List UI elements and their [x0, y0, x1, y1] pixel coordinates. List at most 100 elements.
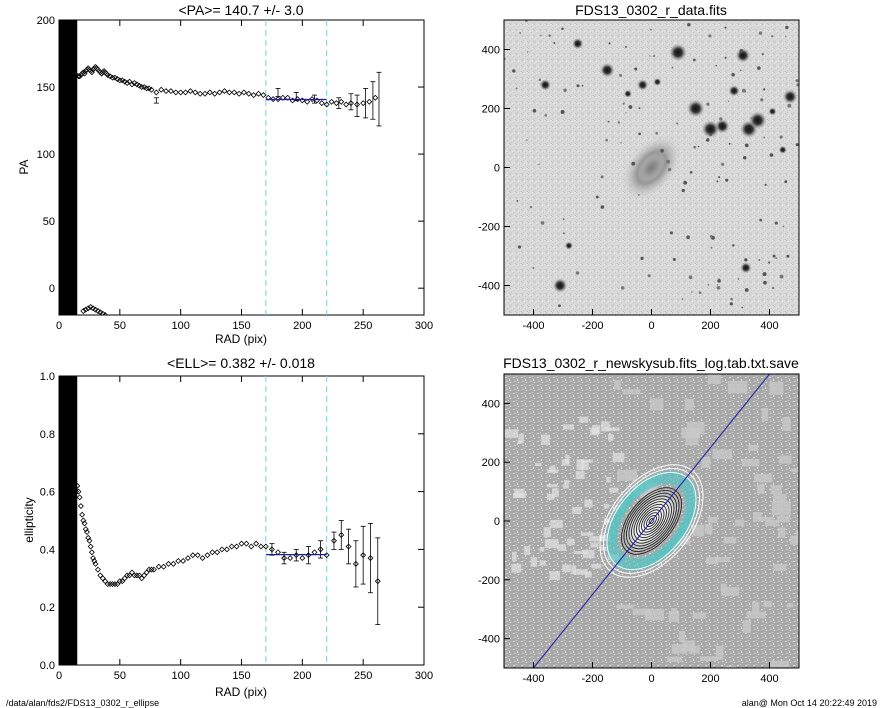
pa-data-point	[148, 86, 155, 93]
ellipticity-y-tick-label: 1.0	[40, 371, 55, 383]
faint-source	[779, 135, 783, 139]
sky-patch	[721, 586, 740, 596]
ellipticity-plot-frame	[58, 375, 425, 666]
faint-source	[728, 142, 731, 145]
pa-data-point	[99, 310, 106, 315]
footer-timestamp: alan@ Mon Oct 14 20:22:49 2019	[741, 698, 877, 708]
pa-y-tick-label: 100	[37, 149, 55, 161]
pa-data-point	[131, 80, 138, 86]
data-image-x-tick-label: 200	[701, 320, 719, 332]
faint-source	[666, 159, 671, 164]
faint-source	[706, 138, 710, 142]
pa-data-point	[163, 88, 170, 95]
ellipticity-data-point	[199, 555, 206, 562]
sky-patch	[524, 546, 530, 556]
faint-source	[519, 32, 521, 34]
faint-source	[515, 87, 518, 90]
bright-source	[768, 107, 777, 116]
bright-source	[572, 38, 584, 50]
sky-patch	[575, 470, 585, 480]
faint-source	[750, 117, 752, 119]
bright-source	[564, 241, 573, 250]
sky-patch	[590, 542, 599, 548]
pa-data-point	[141, 84, 148, 91]
sky-patch	[632, 608, 651, 616]
contour-image-y-tick-label: 400	[482, 398, 500, 410]
pa-x-tick-label: 200	[293, 320, 311, 332]
bright-source	[686, 99, 705, 118]
faint-source	[796, 83, 799, 87]
faint-source	[540, 221, 545, 225]
sky-patch	[606, 476, 611, 483]
sky-patch	[748, 444, 759, 452]
ellipticity-data-point	[82, 526, 89, 533]
ellipticity-data-point	[374, 578, 381, 585]
bright-source	[701, 120, 720, 138]
pa-data-point	[112, 74, 118, 81]
ellipticity-data-point	[77, 503, 84, 510]
ellipticity-error-bar	[367, 522, 373, 594]
faint-source	[562, 232, 565, 235]
pa-data-point	[99, 69, 106, 76]
faint-source	[672, 258, 676, 261]
pa-data-point	[114, 76, 121, 82]
sky-patch	[571, 565, 577, 575]
sky-patch	[576, 459, 585, 470]
sky-patch	[787, 603, 794, 608]
ellipticity-data-point	[155, 563, 162, 570]
faint-source	[717, 279, 721, 283]
pa-data-point	[304, 98, 311, 105]
faint-source	[762, 272, 767, 277]
faint-source	[562, 218, 565, 221]
faint-source	[787, 103, 792, 108]
faint-source	[650, 28, 652, 31]
faint-source	[634, 67, 638, 71]
faint-source	[758, 259, 761, 261]
sky-patch	[727, 381, 748, 394]
faint-source	[688, 275, 693, 280]
faint-source	[772, 254, 776, 258]
pa-data-point	[84, 66, 90, 73]
sky-patch	[795, 530, 799, 543]
faint-source	[560, 109, 565, 114]
pa-error-bar	[370, 81, 376, 120]
ellipticity-x-tick-label: 0	[56, 670, 62, 682]
faint-source	[709, 234, 713, 238]
faint-source	[707, 284, 710, 286]
faint-source	[730, 297, 733, 301]
ellipticity-data-point	[338, 531, 345, 538]
sky-patch	[782, 417, 791, 431]
pa-y-tick-label: 0	[49, 283, 55, 295]
faint-source	[716, 286, 721, 290]
ellipticity-data-point	[194, 552, 201, 559]
ellipticity-data-point	[287, 555, 294, 562]
faint-source	[771, 286, 775, 290]
sky-patch	[541, 434, 550, 445]
pa-data-point	[348, 100, 354, 107]
pa-data-point	[82, 306, 89, 313]
ellipticity-data-point	[59, 488, 64, 495]
sky-patch	[671, 644, 688, 654]
pa-x-axis-label: RAD (pix)	[215, 332, 267, 346]
bright-source	[600, 62, 615, 78]
faint-source	[647, 274, 651, 278]
faint-source	[769, 153, 774, 157]
faint-source	[660, 148, 664, 153]
pa-axes: 0 50 100 150 200 250 300 0 50 100 150 200	[37, 15, 434, 332]
contour-image-panel: FDS13_0302_r_newskysub.fits_log.tab.txt.…	[478, 355, 800, 685]
ellipticity-data-point	[175, 557, 182, 564]
faint-source	[729, 302, 733, 306]
pa-data-point	[75, 73, 82, 80]
sky-patch	[609, 487, 619, 493]
faint-source	[795, 143, 799, 147]
faint-source	[698, 291, 702, 295]
faint-source	[625, 46, 627, 48]
sky-patch	[712, 449, 733, 460]
sky-patch	[584, 499, 593, 508]
ellipticity-panel: <ELL>= 0.382 +/- 0.018 0 50 100 150 200 250 30…	[22, 355, 433, 699]
sky-patch	[590, 427, 599, 436]
pa-data-point	[354, 101, 361, 108]
faint-source	[595, 195, 599, 199]
faint-source	[683, 180, 688, 185]
sky-patch	[789, 535, 799, 545]
